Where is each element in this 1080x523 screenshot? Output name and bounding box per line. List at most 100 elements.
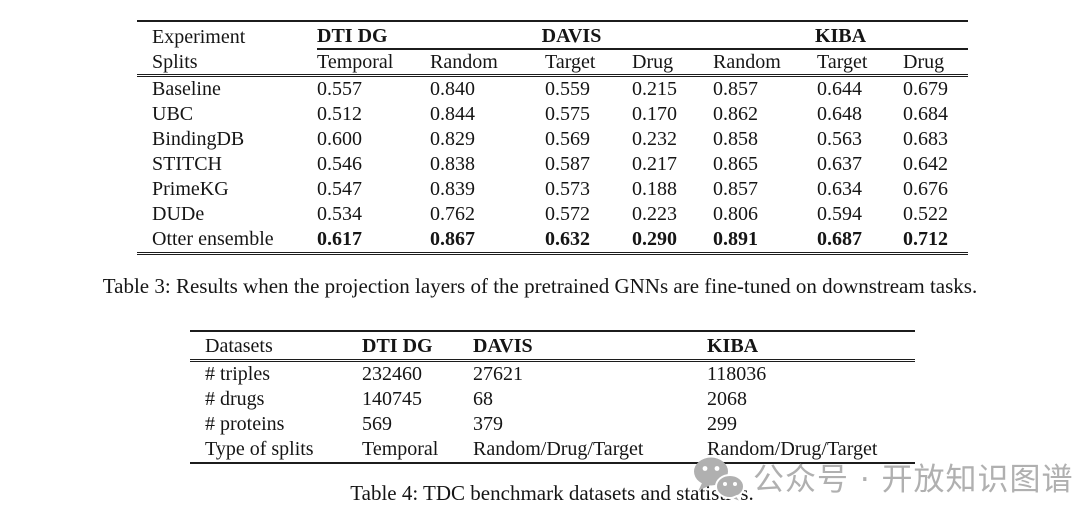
cell: 0.857	[713, 78, 758, 100]
cell: 0.687	[817, 228, 862, 250]
header-dti-dg: DTI DG	[362, 331, 473, 362]
header-davis: DAVIS	[473, 331, 707, 362]
group-dti-dg: DTI DG	[317, 21, 430, 50]
cell: 0.637	[817, 153, 862, 175]
cell: 0.547	[317, 178, 362, 200]
cell: 0.617	[317, 228, 362, 250]
subheader-temporal: Temporal	[317, 49, 430, 77]
row-label: # proteins	[205, 413, 285, 435]
header-splits: Splits	[137, 49, 317, 77]
cell: 0.217	[632, 153, 677, 175]
cell: 0.572	[545, 203, 590, 225]
table3-caption: Table 3: Results when the projection lay…	[102, 274, 978, 298]
cell: 0.865	[713, 153, 758, 175]
row-label: # drugs	[205, 388, 265, 410]
row-label: Baseline	[152, 78, 221, 100]
cell: 0.290	[632, 228, 677, 250]
table-row-stitch: STITCH 0.546 0.838 0.587 0.217 0.865 0.6…	[137, 152, 968, 177]
cell: 0.829	[430, 128, 475, 150]
cell: 0.684	[903, 103, 948, 125]
cell: 0.862	[713, 103, 758, 125]
cell: 0.844	[430, 103, 475, 125]
cell: 0.838	[430, 153, 475, 175]
row-label: PrimeKG	[152, 178, 229, 200]
table-row-drugs: # drugs 140745 68 2068	[190, 387, 915, 412]
cell: 379	[473, 413, 503, 435]
group-header-row: Experiment DTI DG DAVIS KIBA	[137, 21, 969, 50]
table-row-triples: # triples 232460 27621 118036	[190, 361, 915, 388]
row-label: DUDe	[152, 203, 205, 225]
cell: Temporal	[362, 438, 439, 460]
group-davis: DAVIS	[430, 21, 713, 50]
table-row-splits-type: Type of splits Temporal Random/Drug/Targ…	[190, 437, 915, 463]
cell: 68	[473, 388, 493, 410]
subheader-row: Splits Temporal Random Target Drug Rando…	[137, 49, 969, 77]
cell: 0.858	[713, 128, 758, 150]
cell: 0.634	[817, 178, 862, 200]
cell: 0.642	[903, 153, 948, 175]
subheader-kiba-drug: Drug	[903, 49, 969, 77]
cell: 118036	[707, 363, 767, 385]
cell: Random/Drug/Target	[707, 438, 878, 460]
subheader-kiba-random: Random	[713, 49, 817, 77]
cell: 0.512	[317, 103, 362, 125]
cell: 0.644	[817, 78, 862, 100]
cell: 0.188	[632, 178, 677, 200]
table-row-proteins: # proteins 569 379 299	[190, 412, 915, 437]
cell: 0.559	[545, 78, 590, 100]
cell: 0.762	[430, 203, 475, 225]
cell: 0.806	[713, 203, 758, 225]
table-row-baseline: Baseline 0.557 0.840 0.559 0.215 0.857 0…	[137, 76, 968, 103]
cell: 299	[707, 413, 737, 435]
table-row-otter-ensemble: Otter ensemble 0.617 0.867 0.632 0.290 0…	[137, 227, 968, 254]
subheader-davis-target: Target	[545, 49, 632, 77]
cell: 0.676	[903, 178, 948, 200]
row-label: UBC	[152, 103, 194, 125]
row-label: # triples	[205, 363, 270, 385]
table-row-primekg: PrimeKG 0.547 0.839 0.573 0.188 0.857 0.…	[137, 177, 968, 202]
row-label: Otter ensemble	[152, 228, 274, 250]
subheader-kiba-target: Target	[817, 49, 903, 77]
header-datasets: Datasets	[190, 331, 362, 362]
row-label: BindingDB	[152, 128, 245, 150]
subheader-davis-drug: Drug	[632, 49, 713, 77]
datasets-table: Datasets DTI DG DAVIS KIBA # triples 232…	[190, 330, 915, 464]
cell: 0.840	[430, 78, 475, 100]
cell: Random/Drug/Target	[473, 438, 644, 460]
cell: 0.215	[632, 78, 677, 100]
cell: 0.867	[430, 228, 475, 250]
table4-caption: Table 4: TDC benchmark datasets and stat…	[350, 481, 754, 505]
cell: 0.683	[903, 128, 948, 150]
cell: 0.534	[317, 203, 362, 225]
cell: 0.575	[545, 103, 590, 125]
cell: 0.569	[545, 128, 590, 150]
header-row: Datasets DTI DG DAVIS KIBA	[190, 331, 915, 362]
cell: 0.232	[632, 128, 677, 150]
cell: 0.632	[545, 228, 590, 250]
table-row-ubc: UBC 0.512 0.844 0.575 0.170 0.862 0.648 …	[137, 102, 968, 127]
subheader-davis-random: Random	[430, 49, 545, 77]
table-row-dude: DUDe 0.534 0.762 0.572 0.223 0.806 0.594…	[137, 202, 968, 227]
cell: 0.594	[817, 203, 862, 225]
cell: 0.170	[632, 103, 677, 125]
cell: 0.839	[430, 178, 475, 200]
cell: 0.573	[545, 178, 590, 200]
cell: 2068	[707, 388, 747, 410]
group-kiba: KIBA	[713, 21, 969, 50]
cell: 0.563	[817, 128, 862, 150]
table-row-bindingdb: BindingDB 0.600 0.829 0.569 0.232 0.858 …	[137, 127, 968, 152]
row-label: Type of splits	[205, 438, 314, 460]
header-experiment: Experiment	[152, 25, 246, 48]
cell: 27621	[473, 363, 523, 385]
cell: 0.891	[713, 228, 758, 250]
cell: 569	[362, 413, 392, 435]
cell: 140745	[362, 388, 422, 410]
cell: 232460	[362, 363, 422, 385]
cell: 0.600	[317, 128, 362, 150]
cell: 0.712	[903, 228, 948, 250]
cell: 0.648	[817, 103, 862, 125]
cell: 0.557	[317, 78, 362, 100]
cell: 0.546	[317, 153, 362, 175]
results-table: Experiment DTI DG DAVIS KIBA Splits Temp…	[137, 20, 969, 255]
cell: 0.587	[545, 153, 590, 175]
